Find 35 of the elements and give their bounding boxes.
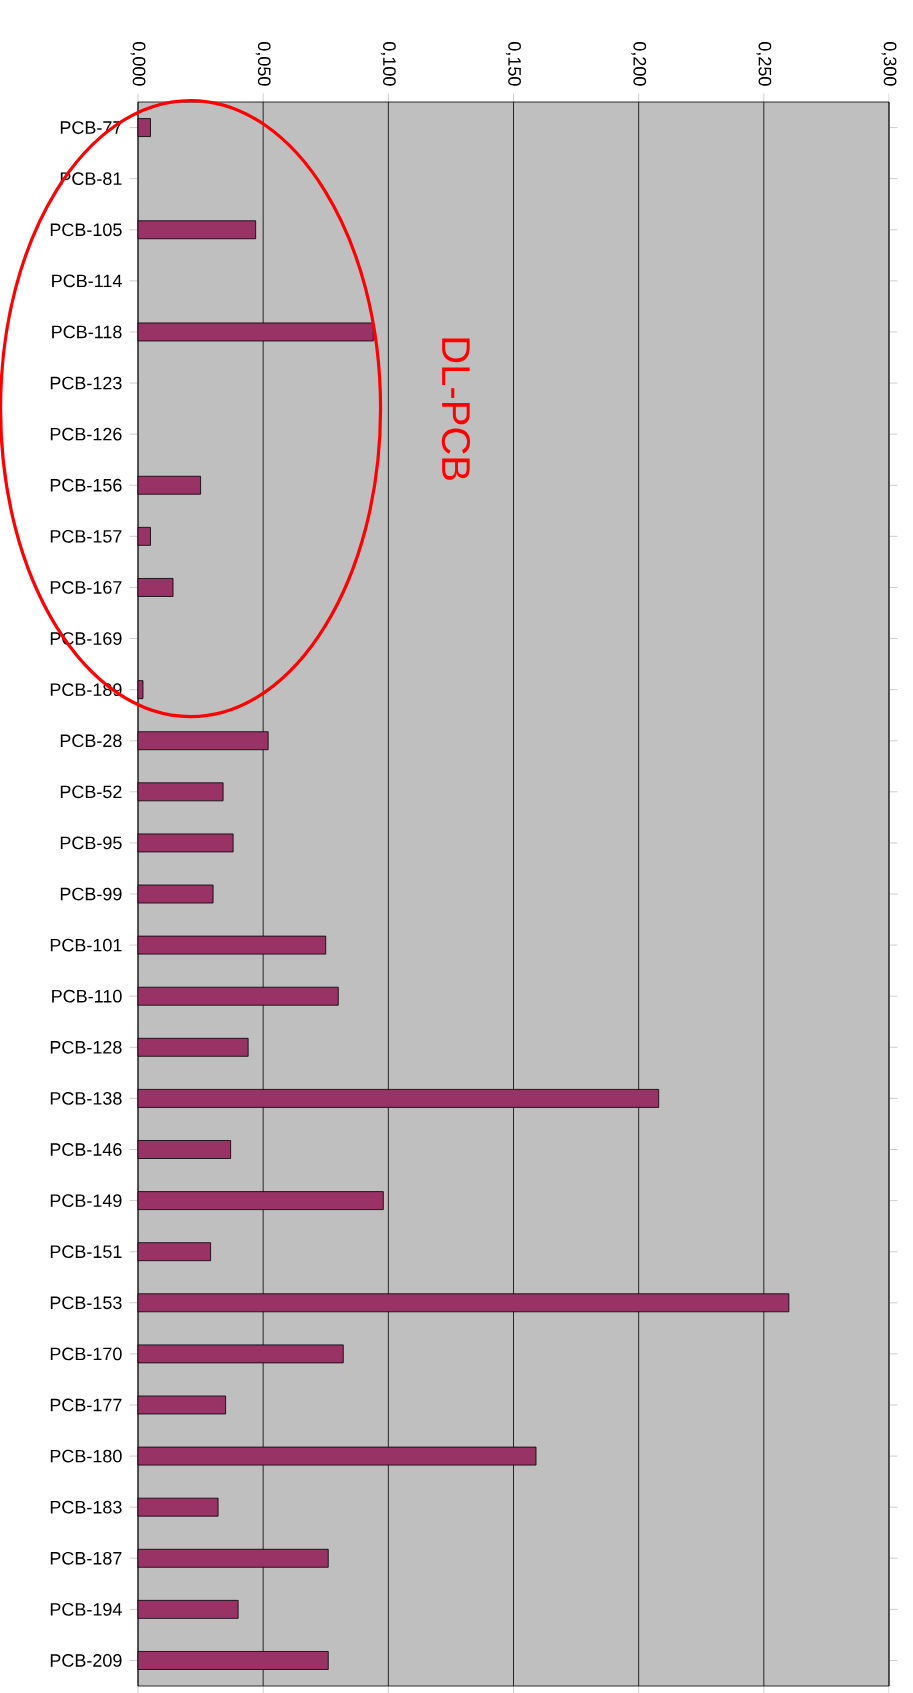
y-tick-label: PCB-118 [52, 325, 122, 339]
y-tick-label: PCB-156 [50, 478, 122, 492]
y-tick-label: PCB-28 [60, 734, 122, 748]
y-tick-label: PCB-187 [50, 1551, 122, 1565]
y-tick-label: PCB-183 [50, 1500, 122, 1514]
y-tick-label: PCB-194 [50, 1602, 122, 1616]
y-tick-label: PCB-95 [60, 836, 122, 850]
y-tick-label: PCB-99 [60, 887, 122, 901]
y-tick-label: PCB-123 [50, 376, 122, 390]
y-tick-label: PCB-128 [50, 1040, 122, 1054]
y-tick-label: PCB-177 [50, 1398, 122, 1412]
y-tick-label: PCB-114 [52, 274, 122, 288]
y-tick-label: PCB-180 [50, 1449, 122, 1463]
y-tick-label: PCB-149 [50, 1194, 122, 1207]
y-tick-label: PCB-101 [50, 938, 122, 952]
y-tick-label: PCB-126 [50, 427, 122, 441]
y-tick-label: PCB-209 [50, 1654, 122, 1667]
y-tick-label: PCB-170 [50, 1347, 122, 1361]
y-tick-label: PCB-153 [50, 1296, 122, 1310]
y-tick-label: PCB-157 [50, 529, 122, 543]
x-tick-label: 0,000 [130, 42, 146, 86]
y-tick-label: PCB-167 [50, 581, 122, 594]
x-tick-label: 0,150 [506, 42, 521, 86]
y-tick-label: PCB-105 [50, 223, 122, 237]
x-tick-label: 0,300 [881, 42, 897, 86]
x-tick-label: 0,100 [380, 42, 396, 86]
x-tick-label: 0,250 [756, 42, 772, 86]
annotation: DL-PCB [441, 338, 471, 480]
x-tick-label: 0,200 [631, 42, 647, 86]
y-tick-label: PCB-138 [50, 1092, 122, 1105]
y-tick-label: PCB-146 [50, 1143, 122, 1156]
y-tick-label: PCB-110 [52, 989, 122, 1003]
y-tick-label: PCB-52 [60, 785, 122, 799]
y-tick-label: PCB-151 [50, 1245, 122, 1259]
x-tick-label: 0,050 [255, 42, 271, 86]
